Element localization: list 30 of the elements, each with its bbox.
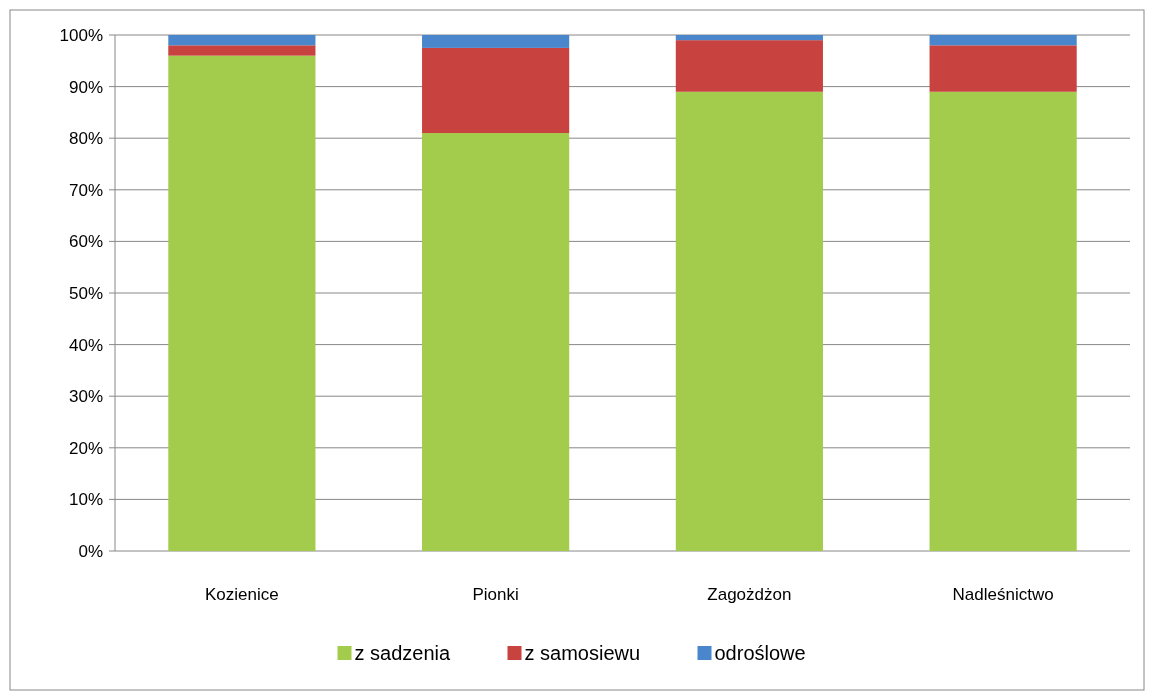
bar [422, 47, 570, 134]
y-tick-label: 20% [68, 438, 103, 458]
y-tick-label: 10% [68, 490, 103, 510]
x-tick-label: Kozienice [205, 585, 279, 604]
y-tick-label: 30% [68, 387, 103, 407]
x-tick-label: Pionki [472, 585, 519, 604]
y-tick-label: 60% [68, 232, 103, 252]
bar [168, 45, 316, 56]
y-tick-label: 70% [68, 180, 103, 200]
bar [168, 55, 316, 551]
y-tick-label: 50% [68, 283, 103, 303]
legend-label: z samosiewu [524, 642, 641, 664]
y-tick-label: 100% [59, 25, 103, 45]
bar [422, 35, 570, 48]
bar [929, 45, 1077, 92]
bar [168, 35, 316, 46]
bar [929, 35, 1077, 46]
bar [675, 91, 823, 551]
x-tick-label: Zagożdżon [707, 585, 792, 604]
y-tick-label: 40% [68, 335, 103, 355]
bar [675, 40, 823, 92]
bar [675, 35, 823, 41]
legend-label: odroślowe [714, 642, 806, 664]
bar [422, 133, 570, 551]
y-tick-label: 80% [68, 129, 103, 149]
y-tick-label: 90% [68, 77, 103, 97]
y-tick-label: 0% [78, 541, 103, 561]
legend-label: z sadzenia [354, 642, 451, 664]
bar [929, 91, 1077, 551]
x-tick-label: Nadleśnictwo [952, 585, 1054, 604]
